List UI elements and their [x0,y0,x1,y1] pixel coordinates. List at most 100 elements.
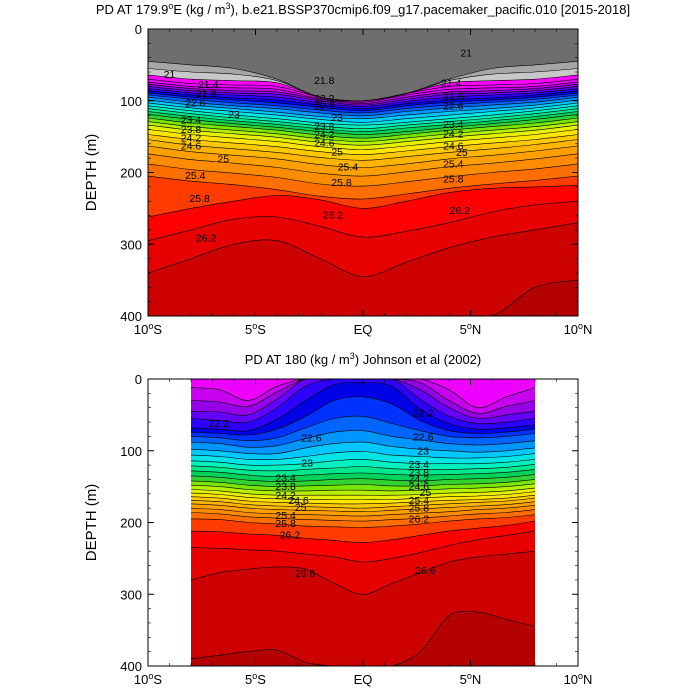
isopycnal-23 [190,441,536,455]
contour-label: 24.6 [314,138,335,150]
isopycnal-23.8 [148,111,578,132]
contour-label: 23.4 [181,115,202,127]
isopycnal-21.8 [190,379,536,420]
contour-label: 22.6 [413,432,434,444]
contour-label: 24.6 [409,481,430,493]
contour-field: 22.222.622.222.6232323.423.824.224.62525… [190,379,536,666]
isopycnal-26 [190,514,536,528]
contour-label: 23 [301,458,313,470]
isopycnal-21.4 [148,81,578,103]
contour-label: 23.8 [314,121,335,133]
panel-bottom: 22.222.622.222.6232323.423.824.224.62525… [83,351,592,687]
contour-label: 23 [417,445,429,457]
isopycnal-25.4 [148,145,578,168]
y-tick-label: 200 [120,166,142,181]
contour-label: 22.6 [301,432,322,444]
chart-title: PD AT 179.9oE (kg / m3), b.e21.BSSP370cm… [96,1,630,17]
contour-label: 26.2 [450,205,471,217]
isopycnal-23.6 [190,464,536,472]
contour-label: 24.2 [443,128,464,140]
y-axis-label: DEPTH (m) [83,484,100,562]
contour-field: 2121.421.822.62323.423.824.224.62525.425… [148,29,578,316]
isopycnal-26.6 [190,550,536,595]
contour-label: 24.2 [314,129,335,141]
isopycnal-25.6 [148,153,578,177]
contour-label: 25 [295,502,307,514]
isopycnal-26.8 [190,611,536,666]
x-tick-label: 5oS [245,321,266,337]
density-band-26.6 [148,222,578,316]
contour-label: 25.4 [185,170,206,182]
isopycnal-23.8 [190,469,536,477]
y-tick-label: 0 [135,372,142,387]
contour-label: 25 [456,147,468,159]
contour-label: 23 [331,112,343,124]
isopycnal-24.8 [190,491,536,500]
isopycnal-23.2 [148,102,578,123]
isopycnal-23.4 [148,105,578,126]
contour-label: 23.8 [275,481,296,493]
contour-label: 26.2 [280,529,301,541]
isopycnal-22.2 [148,90,578,109]
isopycnal-24 [190,474,536,482]
isopycnal-25 [148,134,578,155]
isopycnal-23.6 [148,108,578,130]
density-band-26.8 [191,611,535,666]
contour-label: 25 [420,487,432,499]
x-tick-label: EQ [354,322,373,337]
isopycnal-26.2 [190,520,536,543]
x-tick-label: 10oS [134,321,162,337]
y-tick-label: 0 [135,22,142,37]
isopycnal-22.8 [190,430,536,448]
contour-label: 22.6 [185,97,206,109]
isopycnal-24.6 [190,487,536,496]
contour-label: 25.8 [443,174,464,186]
contour-label: 23.4 [443,119,464,131]
contour-label: 24.2 [181,133,202,145]
contour-label: 21 [164,69,176,81]
isopycnal-21.8 [148,86,578,106]
isopycnal-24.2 [190,479,536,487]
isopycnal-25.4 [190,501,536,513]
isopycnal-22.4 [190,396,536,436]
isopycnal-25.8 [148,163,578,187]
contour-label: 22.6 [443,100,464,112]
contour-label: 26.6 [415,565,436,577]
isopycnal-25.2 [190,497,536,509]
isopycnal-24 [148,114,578,135]
y-tick-label: 200 [120,516,142,531]
isopycnal-22.4 [148,92,578,112]
isopycnal-24.2 [148,117,578,139]
contour-label: 24.2 [409,473,430,485]
contour-label: 25 [217,153,229,165]
y-axis-label: DEPTH (m) [83,134,100,212]
x-tick-label: 10oN [564,671,593,687]
isopycnal-21.6 [148,83,578,104]
contour-label: 26.2 [409,514,430,526]
isopycnal-24.4 [148,121,578,142]
isopycnal-26.4 [148,200,578,241]
y-tick-label: 100 [120,444,142,459]
y-tick-label: 300 [120,587,142,602]
contour-label: 23.4 [409,459,430,471]
isopycnal-26.6 [148,222,578,277]
x-tick-label: EQ [354,672,373,687]
isopycnal-24.6 [148,124,578,146]
density-band-26.8 [148,280,578,316]
contour-label: 24.6 [443,141,464,153]
contour-label: 21.8 [314,75,335,87]
isopycnal-25.8 [190,509,536,522]
contour-label: 25.4 [443,158,464,170]
isopycnal-23.4 [190,459,536,466]
isopycnal-22.8 [148,96,578,117]
chart-title: PD AT 180 (kg / m3) Johnson et al (2002) [245,351,482,367]
isopycnal-26.8 [148,279,578,316]
panel-top: 2121.421.822.62323.423.824.224.62525.425… [83,1,630,337]
isopycnal-22 [190,379,536,425]
contour-label: 21.8 [196,88,217,100]
contour-label: 25.8 [189,193,210,205]
isopycnal-21.6 [190,379,536,414]
contour-label: 21 [460,47,472,59]
contour-label: 25.8 [275,518,296,530]
isopycnal-26 [148,175,578,200]
